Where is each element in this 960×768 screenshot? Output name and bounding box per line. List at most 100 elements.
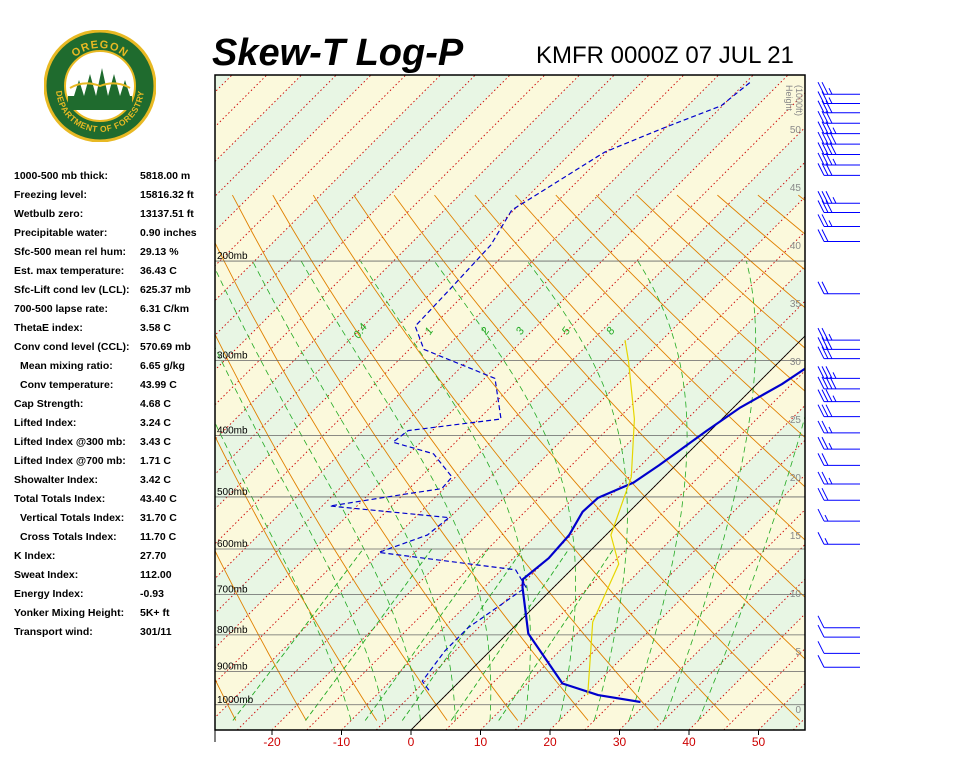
wind-barb xyxy=(817,389,860,403)
pressure-label: 200mb xyxy=(217,251,248,262)
index-label: Lifted Index: xyxy=(14,417,77,429)
wind-barb xyxy=(817,366,860,379)
index-label: Vertical Totals Index: xyxy=(20,512,125,524)
x-tick-label: 40 xyxy=(682,735,696,749)
index-label: 1000-500 mb thick: xyxy=(14,170,108,182)
height-tick-label: 20 xyxy=(790,473,802,484)
moist-adiabat-line xyxy=(698,414,805,721)
index-row: Cap Strength: 4.68 C xyxy=(14,396,214,415)
index-value: 43.40 C xyxy=(140,493,177,505)
index-row: Conv cond level (CCL): 570.69 mb xyxy=(14,339,214,358)
isotherm-line xyxy=(0,75,163,730)
station-time-label: KMFR 0000Z 07 JUL 21 xyxy=(536,42,794,69)
index-value: 112.00 xyxy=(140,569,172,581)
pressure-label: 400mb xyxy=(217,426,248,437)
index-label: Mean mixing ratio: xyxy=(20,360,113,372)
wind-barb xyxy=(817,641,860,654)
index-label: Cap Strength: xyxy=(14,398,84,410)
index-value: -0.93 xyxy=(140,588,164,600)
x-tick-label: -10 xyxy=(333,735,351,749)
index-row: ThetaE index: 3.58 C xyxy=(14,320,214,339)
wind-barb xyxy=(817,91,860,104)
index-row: Energy Index: -0.93 xyxy=(14,586,214,605)
height-tick-label: 40 xyxy=(790,241,802,252)
index-label: K Index: xyxy=(14,550,56,562)
dry-adiabat-line xyxy=(798,194,805,202)
dry-adiabat-line xyxy=(879,195,960,720)
height-tick-label: 50 xyxy=(790,125,802,136)
wind-barb xyxy=(817,214,860,227)
index-row: Est. max temperature: 36.43 C xyxy=(14,263,214,282)
index-label: Freezing level: xyxy=(14,189,87,201)
x-tick-label: 0 xyxy=(408,735,415,749)
index-value: 13137.51 ft xyxy=(140,208,194,220)
oregon-forestry-logo: OREGON DEPARTMENT OF FORESTRY xyxy=(44,30,156,142)
wind-barb xyxy=(817,532,860,545)
mixing-ratio-line xyxy=(305,548,433,721)
wind-barb xyxy=(817,229,860,243)
isotherm-line xyxy=(0,75,197,730)
index-value: 43.99 C xyxy=(140,379,177,391)
index-row: Showalter Index: 3.42 C xyxy=(14,472,214,491)
index-label: Transport wind: xyxy=(14,626,93,638)
wind-barb xyxy=(817,337,860,350)
wind-barb xyxy=(817,110,860,124)
height-tick-label: 15 xyxy=(790,531,802,542)
pressure-label: 1000mb xyxy=(217,695,254,706)
wind-barb xyxy=(817,420,860,434)
dry-adiabat-line xyxy=(839,195,960,720)
height-tick-label: 10 xyxy=(790,589,802,600)
wind-barb xyxy=(817,121,860,135)
index-row: Transport wind: 301/11 xyxy=(14,624,214,643)
index-label: Wetbulb zero: xyxy=(14,208,84,220)
wind-barb xyxy=(817,281,860,295)
moist-adiabat-line xyxy=(215,346,387,721)
index-row: Lifted Index: 3.24 C xyxy=(14,415,214,434)
index-label: 700-500 lapse rate: xyxy=(14,303,108,315)
wind-barb xyxy=(817,453,860,466)
index-value: 0.90 inches xyxy=(140,227,197,239)
zero-isotherm-line xyxy=(410,335,805,730)
index-value: 31.70 C xyxy=(140,512,177,524)
pressure-label: 600mb xyxy=(217,539,248,550)
temperature-band xyxy=(215,75,441,301)
mixing-ratio-label: 1 xyxy=(423,325,436,337)
wind-barb xyxy=(817,346,860,360)
index-label: Conv temperature: xyxy=(20,379,114,391)
wind-barb xyxy=(817,436,860,450)
dry-adiabat-line xyxy=(920,195,960,720)
height-axis-label: Height(1000ft) xyxy=(784,85,804,116)
x-tick-label: -20 xyxy=(263,735,281,749)
index-row: 700-500 lapse rate: 6.31 C/km xyxy=(14,301,214,320)
index-value: 3.42 C xyxy=(140,474,171,486)
index-label: Sfc-Lift cond lev (LCL): xyxy=(14,284,130,296)
index-value: 15816.32 ft xyxy=(140,189,194,201)
wind-barb xyxy=(817,404,860,418)
wind-barb xyxy=(817,131,860,145)
index-value: 5818.00 m xyxy=(140,170,191,182)
index-label: Cross Totals Index: xyxy=(20,531,117,543)
index-label: Conv cond level (CCL): xyxy=(14,341,130,353)
page-title: Skew-T Log-P xyxy=(212,32,464,74)
x-tick-label: 30 xyxy=(613,735,627,749)
temperature-line xyxy=(521,367,805,704)
mixing-ratio-line xyxy=(364,548,489,721)
wind-barb xyxy=(817,487,860,501)
index-value: 6.31 C/km xyxy=(140,303,190,315)
index-label: Yonker Mixing Height: xyxy=(14,607,125,619)
index-label: Est. max temperature: xyxy=(14,265,125,277)
index-row: Freezing level: 15816.32 ft xyxy=(14,187,214,206)
moist-adiabat-line xyxy=(252,260,456,721)
x-tick-label: 10 xyxy=(474,735,488,749)
wind-barb xyxy=(817,624,860,638)
index-label: Sfc-500 mean rel hum: xyxy=(14,246,127,258)
index-label: Lifted Index @300 mb: xyxy=(14,436,126,448)
wind-barb xyxy=(817,508,860,522)
parcel-line xyxy=(587,340,635,696)
x-tick-label: 20 xyxy=(543,735,557,749)
mixing-ratio-line xyxy=(450,548,570,721)
dewpoint-line xyxy=(329,82,751,692)
index-row: K Index: 27.70 xyxy=(14,548,214,567)
index-value: 3.43 C xyxy=(140,436,171,448)
